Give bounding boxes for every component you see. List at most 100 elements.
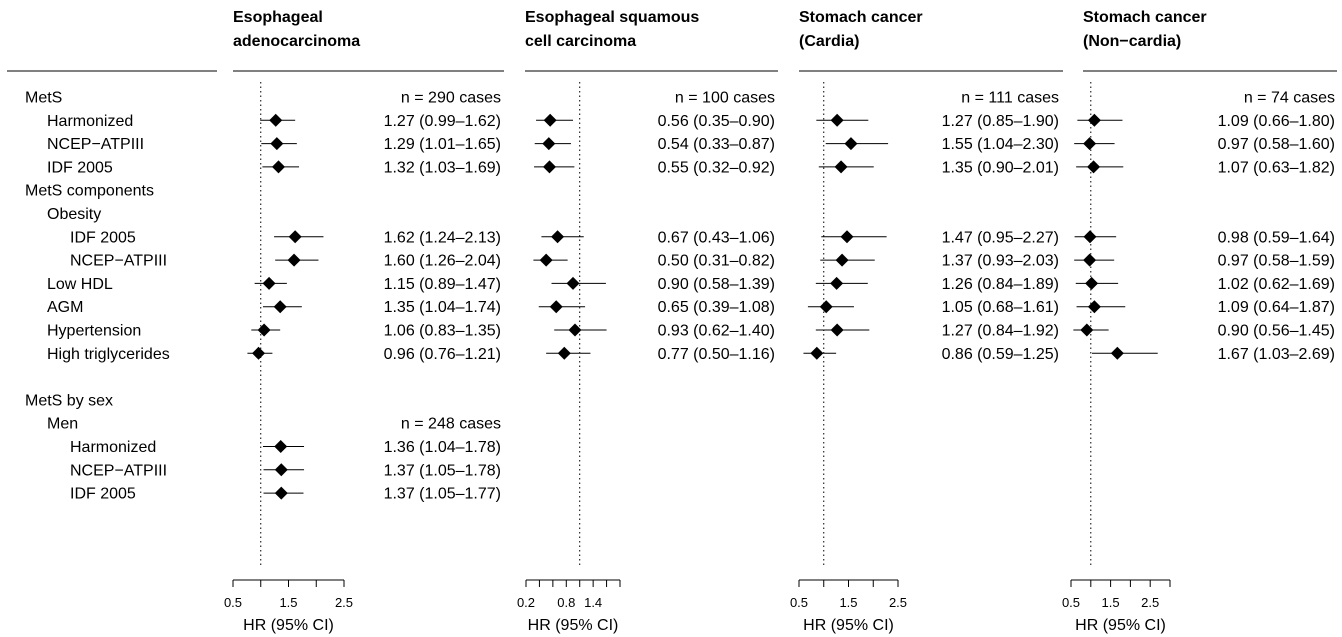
hr-ci-label: 0.90 (0.56–1.45) bbox=[1218, 323, 1335, 340]
hr-point bbox=[1085, 276, 1099, 290]
hr-ci-label: 0.67 (0.43–1.06) bbox=[658, 229, 775, 246]
hr-ci-label: 0.96 (0.76–1.21) bbox=[384, 346, 501, 363]
hr-point bbox=[1080, 323, 1094, 337]
hr-point bbox=[1087, 113, 1101, 127]
panel-title-line: Stomach cancer bbox=[799, 9, 923, 26]
x-tick-label: 1.4 bbox=[584, 595, 602, 610]
hr-point bbox=[557, 346, 571, 360]
x-tick-label: 0.5 bbox=[1062, 595, 1080, 610]
row-label: Harmonized bbox=[70, 439, 156, 456]
row-label: AGM bbox=[47, 299, 83, 316]
hr-ci-label: 1.29 (1.01–1.65) bbox=[384, 136, 501, 153]
hr-point bbox=[1083, 230, 1097, 244]
x-tick-label: 0.2 bbox=[517, 595, 535, 610]
hr-point bbox=[543, 160, 556, 174]
hr-ci-label: 1.26 (0.84–1.89) bbox=[942, 276, 1059, 293]
panel-title-line: (Non−cardia) bbox=[1083, 33, 1181, 50]
hr-point bbox=[287, 253, 301, 267]
x-tick-label: 1.5 bbox=[279, 595, 297, 610]
hr-ci-label: 1.35 (0.90–2.01) bbox=[942, 159, 1059, 176]
hr-point bbox=[566, 276, 580, 290]
hr-point bbox=[252, 346, 266, 360]
case-count-label: n = 290 cases bbox=[401, 90, 501, 107]
row-label: Harmonized bbox=[47, 113, 133, 130]
hr-point bbox=[272, 160, 286, 174]
hr-ci-label: 1.62 (1.24–2.13) bbox=[384, 229, 501, 246]
x-tick-label: 2.5 bbox=[335, 595, 353, 610]
hr-ci-label: 0.55 (0.32–0.92) bbox=[658, 159, 775, 176]
hr-ci-label: 1.27 (0.99–1.62) bbox=[384, 113, 501, 130]
hr-ci-label: 1.27 (0.85–1.90) bbox=[942, 113, 1059, 130]
hr-ci-label: 1.32 (1.03–1.69) bbox=[384, 159, 501, 176]
case-count-label: n = 74 cases bbox=[1244, 90, 1335, 107]
panel-title-line: Esophageal squamous bbox=[525, 9, 699, 26]
forest-panel-3: Stomach cancer (Cardia) n = 111 cases 1.27 … bbox=[790, 9, 1063, 634]
hr-point bbox=[274, 486, 288, 500]
hr-point bbox=[1087, 160, 1101, 174]
panel-title-line: cell carcinoma bbox=[525, 33, 636, 50]
hr-ci-label: 1.06 (0.83–1.35) bbox=[384, 323, 501, 340]
hr-ci-label: 0.97 (0.58–1.59) bbox=[1218, 253, 1335, 270]
x-axis-label: HR (95% CI) bbox=[528, 617, 619, 634]
hr-ci-label: 0.97 (0.58–1.60) bbox=[1218, 136, 1335, 153]
hr-point bbox=[1083, 137, 1097, 151]
panel-title-line: (Cardia) bbox=[799, 33, 859, 50]
row-label: NCEP−ATPIII bbox=[70, 253, 167, 270]
row-label: Obesity bbox=[47, 206, 101, 223]
forest-panel-1: Esophageal adenocarcinoma n = 290 cases n =… bbox=[224, 9, 504, 634]
x-tick-label: 1.5 bbox=[1102, 595, 1120, 610]
hr-point bbox=[274, 463, 288, 477]
hr-point bbox=[551, 230, 565, 244]
forest-panels: Esophageal adenocarcinoma n = 290 cases n =… bbox=[224, 9, 1337, 634]
row-label: IDF 2005 bbox=[47, 159, 113, 176]
panel-title-line: Stomach cancer bbox=[1083, 9, 1207, 26]
hr-point bbox=[830, 276, 844, 290]
x-tick-label: 1.5 bbox=[839, 595, 857, 610]
panel-title-line: Esophageal bbox=[233, 9, 323, 26]
row-label: Low HDL bbox=[47, 276, 113, 293]
hr-point bbox=[810, 346, 824, 360]
x-tick-label: 0.5 bbox=[790, 595, 808, 610]
row-label: High triglycerides bbox=[47, 346, 170, 363]
row-label: IDF 2005 bbox=[70, 486, 136, 503]
hr-point bbox=[257, 323, 271, 337]
hr-point bbox=[269, 113, 283, 127]
panel-title-line: adenocarcinoma bbox=[233, 33, 360, 50]
hr-point bbox=[539, 253, 553, 267]
x-tick-label: 2.5 bbox=[1141, 595, 1159, 610]
row-label: Hypertension bbox=[47, 323, 141, 340]
hr-ci-label: 1.15 (0.89–1.47) bbox=[384, 276, 501, 293]
hr-ci-label: 0.86 (0.59–1.25) bbox=[942, 346, 1059, 363]
hr-ci-label: 0.93 (0.62–1.40) bbox=[658, 323, 775, 340]
hr-point bbox=[543, 113, 557, 127]
hr-point bbox=[840, 230, 854, 244]
forest-panel-2: Esophageal squamous cell carcinoma n = 100… bbox=[517, 9, 778, 634]
hr-ci-label: 1.36 (1.04–1.78) bbox=[384, 439, 501, 456]
row-labels: MetS Harmonized NCEP−ATPIII IDF 2005 MetS co… bbox=[7, 70, 217, 503]
hr-point bbox=[834, 160, 848, 174]
hr-ci-label: 1.67 (1.03–2.69) bbox=[1218, 346, 1335, 363]
hr-point bbox=[844, 137, 858, 151]
row-label: MetS by sex bbox=[25, 392, 113, 409]
x-axis-label: HR (95% CI) bbox=[243, 617, 334, 634]
hr-ci-label: 0.65 (0.39–1.08) bbox=[658, 299, 775, 316]
hr-ci-label: 1.07 (0.63–1.82) bbox=[1218, 159, 1335, 176]
hr-point bbox=[270, 137, 284, 151]
case-count-label: n = 111 cases bbox=[961, 90, 1059, 107]
hr-point bbox=[542, 137, 556, 151]
hr-point bbox=[830, 323, 844, 337]
hr-point bbox=[1087, 300, 1101, 314]
hr-point bbox=[830, 113, 844, 127]
hr-ci-label: 1.37 (0.93–2.03) bbox=[942, 253, 1059, 270]
hr-ci-label: 0.77 (0.50–1.16) bbox=[658, 346, 775, 363]
x-tick-label: 0.8 bbox=[557, 595, 575, 610]
hr-point bbox=[835, 253, 849, 267]
hr-ci-label: 0.54 (0.33–0.87) bbox=[658, 136, 775, 153]
hr-ci-label: 1.09 (0.64–1.87) bbox=[1218, 299, 1335, 316]
hr-point bbox=[1083, 253, 1097, 267]
hr-ci-label: 1.27 (0.84–1.92) bbox=[942, 323, 1059, 340]
hr-ci-label: 1.55 (1.04–2.30) bbox=[942, 136, 1059, 153]
row-label: NCEP−ATPIII bbox=[70, 462, 167, 479]
hr-ci-label: 1.37 (1.05–1.77) bbox=[384, 486, 501, 503]
